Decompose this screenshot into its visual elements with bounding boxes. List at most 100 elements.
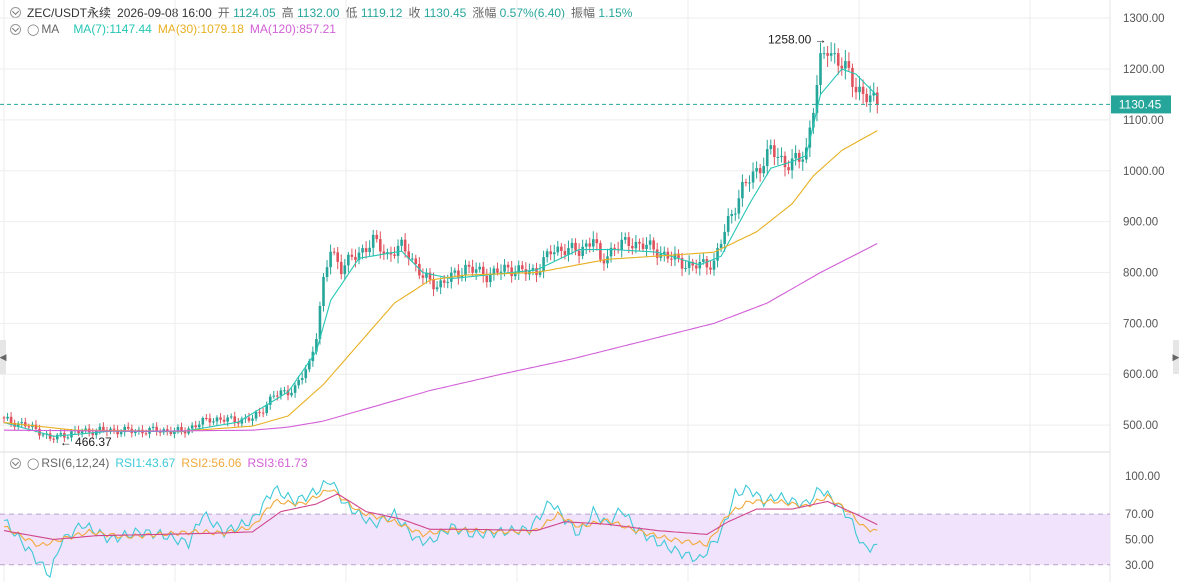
- candle-body: [517, 265, 521, 273]
- candle-body: [467, 264, 471, 267]
- candle-body: [91, 432, 95, 436]
- collapse-toggle-icon[interactable]: [10, 23, 21, 35]
- rsi-axis-tick: 50.00: [1125, 534, 1154, 546]
- ma120-value: MA(120):857.21: [249, 22, 336, 36]
- candle-body: [158, 431, 162, 433]
- candle-body: [613, 247, 616, 249]
- collapse-toggle-icon[interactable]: [10, 457, 21, 469]
- candle-body: [556, 246, 560, 253]
- candle-body: [521, 265, 524, 270]
- candle-body: [599, 243, 602, 260]
- candle-body: [52, 438, 55, 440]
- candle-body: [563, 250, 567, 256]
- price-axis-tick: 700.00: [1123, 318, 1158, 330]
- alert-bell-icon[interactable]: ◯: [27, 457, 40, 470]
- candle-body: [183, 431, 187, 434]
- candle-body: [166, 429, 169, 431]
- rsi-indicator-name[interactable]: RSI(6,12,24): [41, 456, 110, 470]
- ma120-line: [4, 243, 878, 432]
- candle-body: [694, 265, 698, 269]
- candle-body: [347, 254, 350, 266]
- last-price-tag-bg: [1111, 95, 1171, 114]
- candle-body: [293, 385, 297, 393]
- candle-body: [27, 426, 31, 428]
- candle-body: [833, 53, 836, 55]
- candle-body: [237, 422, 240, 424]
- candle-body: [229, 416, 233, 418]
- candle-body: [9, 416, 13, 423]
- price-axis-tick: 1300.00: [1123, 13, 1165, 25]
- candle-body: [233, 416, 237, 423]
- candle-body: [212, 421, 215, 423]
- candle-datetime: 2026-09-08 16:00: [117, 5, 212, 20]
- candle-body: [726, 215, 730, 232]
- candle-body: [776, 156, 780, 158]
- ma-indicator-name[interactable]: MA: [41, 22, 60, 36]
- candle-body: [240, 418, 244, 424]
- candle-body: [748, 182, 751, 184]
- ma30-value: MA(30):1079.18: [157, 22, 244, 36]
- candle-body: [457, 270, 460, 278]
- candle-body: [112, 428, 116, 430]
- candle-body: [329, 251, 332, 268]
- candle-body: [308, 361, 311, 370]
- candle-body: [524, 269, 528, 275]
- candle-body: [283, 390, 286, 392]
- close-value: 1130.45: [423, 6, 467, 20]
- candle-body: [638, 241, 641, 244]
- candle-body: [315, 339, 318, 352]
- candle-body: [119, 432, 123, 435]
- candle-body: [471, 266, 474, 273]
- candle-body: [368, 247, 371, 253]
- candle-body: [723, 231, 726, 244]
- low-label: 低: [345, 6, 358, 20]
- rsi2-value: RSI2:56.06: [181, 456, 242, 470]
- candle-body: [219, 417, 222, 420]
- ma7-value: MA(7):1147.44: [73, 22, 152, 36]
- candle-body: [215, 417, 219, 422]
- candle-body: [414, 258, 418, 264]
- candle-body: [481, 266, 485, 276]
- scroll-left-handle[interactable]: ◀: [0, 340, 6, 374]
- candle-body: [847, 61, 851, 68]
- candle-body: [680, 258, 684, 269]
- amplitude-value: 1.15%: [598, 6, 633, 20]
- scroll-right-handle[interactable]: ▶: [1173, 340, 1179, 374]
- candle-body: [819, 53, 822, 85]
- price-axis-tick: 1100.00: [1123, 115, 1164, 127]
- price-axis-tick: 1000.00: [1123, 166, 1165, 178]
- rsi3-line: [3, 493, 878, 541]
- candle-body: [634, 241, 638, 249]
- rsi-legend: ◯ RSI(6,12,24) RSI1:43.67 RSI2:56.06 RSI…: [10, 456, 308, 470]
- candle-body: [535, 268, 538, 275]
- candle-body: [134, 431, 137, 434]
- candle-body: [506, 264, 510, 268]
- candle-body: [762, 166, 765, 174]
- alert-bell-icon[interactable]: ◯: [27, 23, 40, 36]
- candle-body: [13, 422, 16, 427]
- candle-body: [854, 86, 858, 93]
- ohlc-legend: ZEC/USDT永续 2026-09-08 16:00 开 1124.05 高 …: [10, 4, 632, 21]
- candle-body: [322, 276, 325, 306]
- rsi-axis-tick: 70.00: [1125, 509, 1154, 521]
- candle-body: [247, 417, 251, 421]
- candle-body: [261, 412, 265, 414]
- candle-body: [858, 86, 861, 93]
- candle-body: [730, 214, 734, 216]
- candle-body: [290, 392, 293, 396]
- candle-body: [677, 253, 680, 259]
- candle-body: [868, 95, 872, 103]
- high-label: 高: [281, 6, 294, 20]
- collapse-toggle-icon[interactable]: [10, 7, 21, 18]
- candles: [2, 42, 879, 444]
- candle-body: [865, 93, 868, 103]
- candle-body: [59, 433, 63, 435]
- symbol-name: ZEC/USDT永续: [27, 6, 112, 20]
- candle-body: [332, 251, 336, 253]
- candle-body: [872, 92, 876, 96]
- price-axis-tick: 900.00: [1123, 217, 1158, 229]
- candle-body: [489, 273, 492, 283]
- candle-body: [474, 269, 478, 273]
- candle-body: [570, 242, 574, 249]
